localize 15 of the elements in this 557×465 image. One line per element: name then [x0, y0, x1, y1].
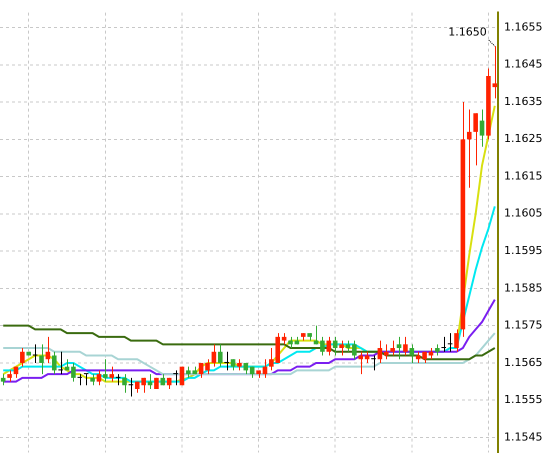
annotation: 1.1650: [448, 26, 487, 39]
candlestick: [84, 373, 88, 386]
y-tick-label: 1.1585: [504, 281, 542, 294]
candlestick: [148, 374, 152, 390]
y-tick-label: 1.1615: [504, 169, 542, 182]
y-tick-label: 1.1605: [504, 206, 542, 220]
y-tick-label: 1.1635: [504, 94, 542, 108]
y-tick-label: 1.1565: [504, 356, 542, 369]
y-tick-label: 1.1655: [504, 20, 542, 34]
y-tick-label: 1.1625: [504, 132, 542, 146]
y-tick-label: 1.1595: [504, 244, 542, 257]
y-tick-label: 1.1645: [504, 58, 542, 71]
y-tick-label: 1.1575: [504, 318, 542, 332]
y-tick-label: 1.1555: [504, 393, 542, 406]
y-tick-label: 1.1545: [504, 430, 542, 444]
